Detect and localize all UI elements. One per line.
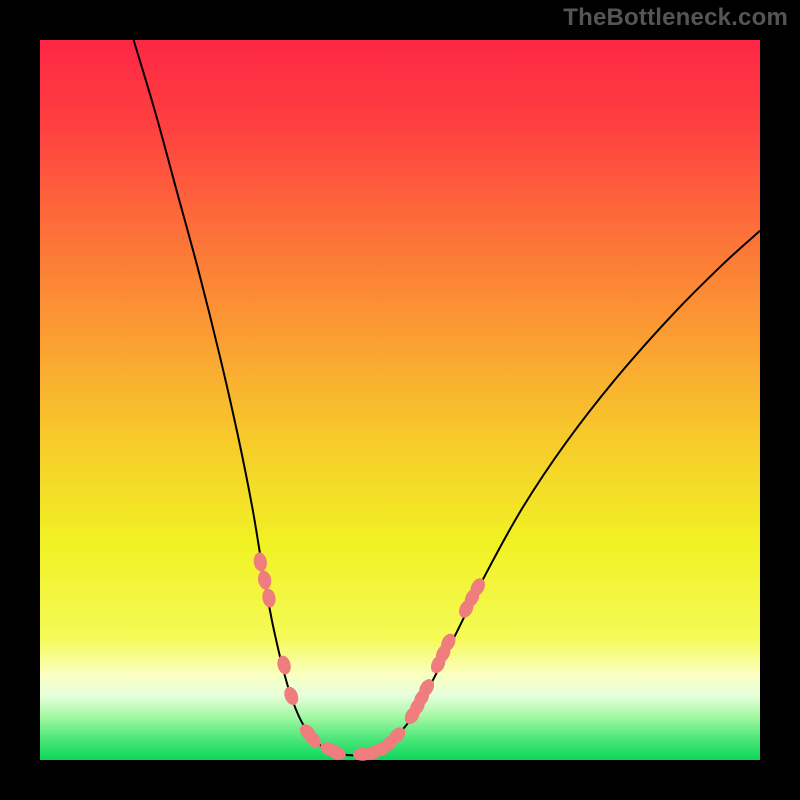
watermark-text: TheBottleneck.com	[563, 4, 788, 32]
chart-svg	[0, 0, 800, 800]
figure-root: TheBottleneck.com	[0, 0, 800, 800]
plot-background	[40, 40, 760, 760]
